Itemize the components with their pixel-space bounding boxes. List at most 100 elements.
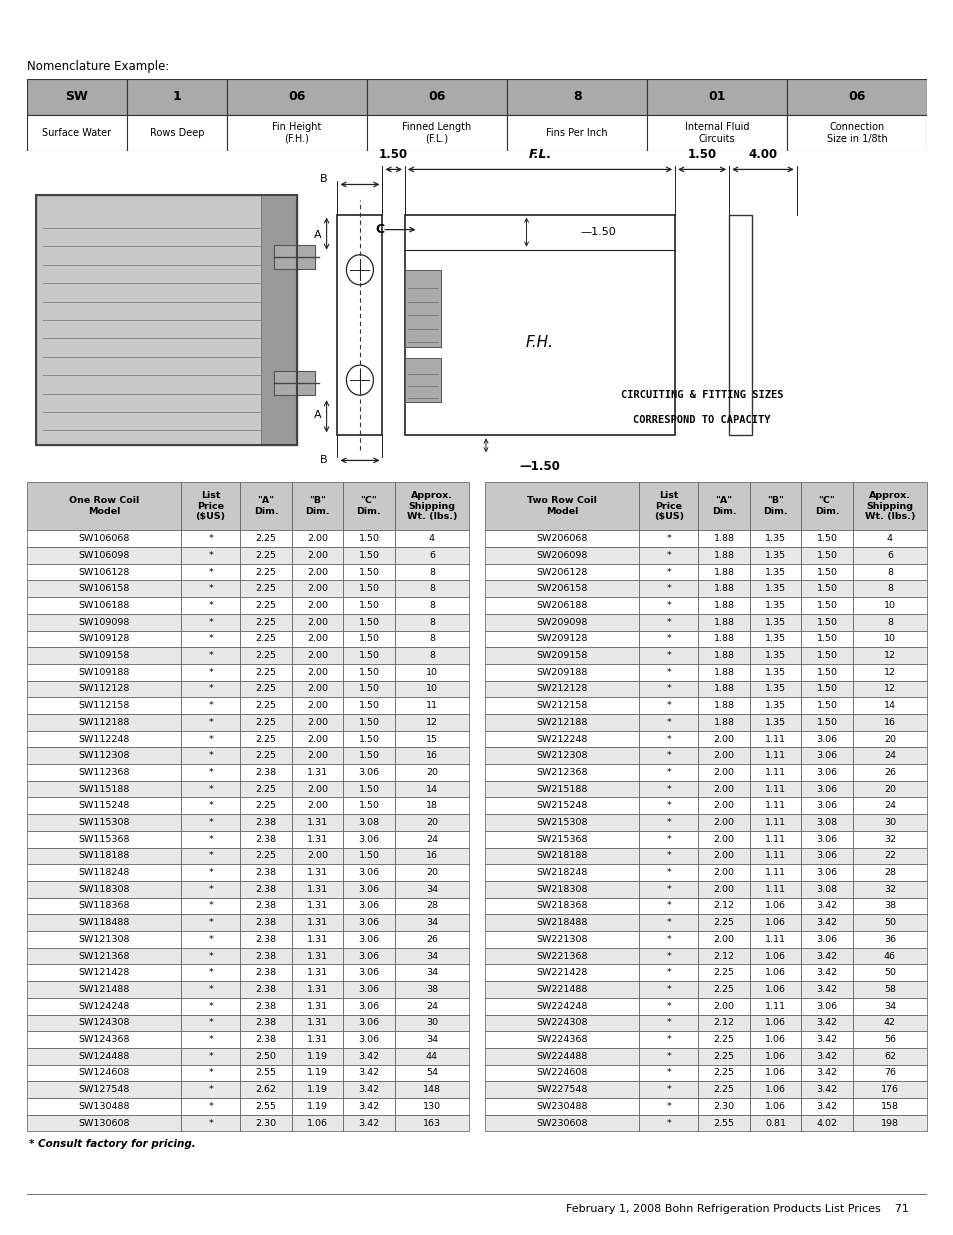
Bar xyxy=(484,881,639,898)
Bar xyxy=(484,563,639,580)
Text: Fin Height
(F.H.): Fin Height (F.H.) xyxy=(272,122,321,143)
Text: SW218188: SW218188 xyxy=(536,851,587,861)
Text: Finned Length
(F.L.): Finned Length (F.L.) xyxy=(402,122,471,143)
Bar xyxy=(343,714,395,731)
Bar xyxy=(240,647,292,664)
Text: 3.08: 3.08 xyxy=(358,818,379,827)
Text: 50: 50 xyxy=(883,918,895,927)
Bar xyxy=(852,947,926,965)
Bar xyxy=(698,1065,749,1082)
Text: 1.88: 1.88 xyxy=(713,635,734,643)
Bar xyxy=(698,563,749,580)
Text: 1.35: 1.35 xyxy=(764,718,785,727)
Bar xyxy=(484,598,639,614)
Text: 1.50: 1.50 xyxy=(378,148,408,162)
Bar xyxy=(646,115,786,151)
Bar xyxy=(749,563,801,580)
Text: 62: 62 xyxy=(883,1052,895,1061)
Bar xyxy=(292,764,343,781)
Bar xyxy=(749,530,801,547)
Bar xyxy=(484,764,639,781)
Text: 10: 10 xyxy=(883,635,895,643)
Text: 1.35: 1.35 xyxy=(764,684,785,694)
Bar xyxy=(127,115,227,151)
Bar xyxy=(292,614,343,631)
Text: *: * xyxy=(665,684,670,694)
Text: 1.31: 1.31 xyxy=(307,902,328,910)
Text: 2.38: 2.38 xyxy=(255,986,276,994)
Bar xyxy=(274,370,314,395)
Text: 4.00: 4.00 xyxy=(747,148,777,162)
Text: CORRESPOND TO CAPACITY: CORRESPOND TO CAPACITY xyxy=(633,415,770,425)
Bar xyxy=(27,614,181,631)
Bar xyxy=(292,847,343,864)
Bar xyxy=(181,914,240,931)
Text: *: * xyxy=(665,952,670,961)
Text: 20: 20 xyxy=(883,784,895,794)
Text: *: * xyxy=(665,868,670,877)
Text: 06: 06 xyxy=(428,90,445,104)
Bar xyxy=(698,864,749,881)
Text: 3.06: 3.06 xyxy=(358,902,379,910)
Bar xyxy=(292,714,343,731)
Bar xyxy=(395,914,469,931)
Bar xyxy=(749,864,801,881)
Text: "C"
Dim.: "C" Dim. xyxy=(814,496,839,516)
Text: 3.06: 3.06 xyxy=(816,784,837,794)
Bar xyxy=(801,1031,852,1047)
Text: 2.25: 2.25 xyxy=(713,968,734,977)
Bar xyxy=(852,1115,926,1131)
Bar xyxy=(395,1115,469,1131)
Bar xyxy=(852,563,926,580)
Bar xyxy=(27,798,181,814)
Text: SW206068: SW206068 xyxy=(536,535,587,543)
Text: 1.88: 1.88 xyxy=(713,718,734,727)
Text: 3.06: 3.06 xyxy=(816,835,837,844)
Bar xyxy=(343,664,395,680)
Text: 2.38: 2.38 xyxy=(255,1035,276,1044)
Text: 1.35: 1.35 xyxy=(764,535,785,543)
Text: Fins Per Inch: Fins Per Inch xyxy=(546,127,607,138)
Text: 2.00: 2.00 xyxy=(713,751,734,761)
Bar xyxy=(292,931,343,947)
Text: 3.42: 3.42 xyxy=(816,1068,837,1077)
Text: *: * xyxy=(665,851,670,861)
Text: 34: 34 xyxy=(425,1035,437,1044)
Text: *: * xyxy=(665,584,670,593)
Text: 1.50: 1.50 xyxy=(816,718,837,727)
Text: 1.35: 1.35 xyxy=(764,701,785,710)
Bar xyxy=(484,864,639,881)
Bar xyxy=(749,1031,801,1047)
Bar xyxy=(639,1047,698,1065)
Text: 2.00: 2.00 xyxy=(307,751,328,761)
Bar xyxy=(27,747,181,764)
Text: 1.50: 1.50 xyxy=(358,684,379,694)
Bar xyxy=(484,798,639,814)
Text: *: * xyxy=(208,902,213,910)
Bar xyxy=(639,1098,698,1115)
Bar xyxy=(395,614,469,631)
Bar xyxy=(260,195,296,446)
Text: 1.11: 1.11 xyxy=(764,868,785,877)
Bar xyxy=(395,1098,469,1115)
Text: *: * xyxy=(665,535,670,543)
Text: SW115188: SW115188 xyxy=(78,784,130,794)
Bar xyxy=(181,530,240,547)
Text: 2.38: 2.38 xyxy=(255,884,276,894)
Text: 1.19: 1.19 xyxy=(307,1052,328,1061)
Bar xyxy=(801,981,852,998)
Bar xyxy=(343,947,395,965)
Bar xyxy=(292,781,343,798)
Bar xyxy=(343,931,395,947)
Text: 2.00: 2.00 xyxy=(307,668,328,677)
Bar xyxy=(395,931,469,947)
Text: *: * xyxy=(665,668,670,677)
Text: 2.00: 2.00 xyxy=(307,568,328,577)
Text: 2.25: 2.25 xyxy=(255,851,276,861)
Text: SW124608: SW124608 xyxy=(78,1068,130,1077)
Text: *: * xyxy=(208,635,213,643)
Bar xyxy=(395,831,469,847)
Bar xyxy=(698,631,749,647)
Text: 8: 8 xyxy=(429,601,435,610)
Text: 2.00: 2.00 xyxy=(307,635,328,643)
